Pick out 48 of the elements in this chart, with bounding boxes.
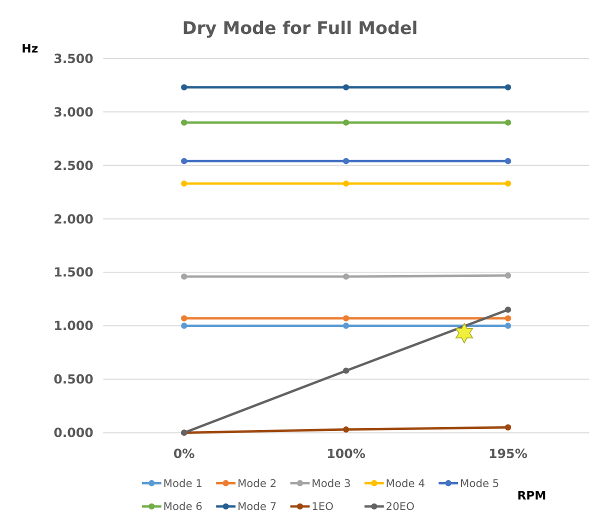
point — [504, 158, 512, 164]
point — [504, 306, 512, 313]
legend-label: 20EO — [386, 500, 415, 514]
y-tick-label: 3.000 — [54, 104, 94, 120]
legend-label: Mode 2 — [237, 476, 277, 490]
legend-label: Mode 5 — [460, 476, 500, 490]
x-axis-title: RPM — [517, 488, 546, 503]
y-tick-label: 0.500 — [54, 372, 94, 387]
y-axis-title: Hz — [22, 42, 38, 56]
point — [342, 180, 350, 187]
point — [181, 84, 188, 90]
point — [181, 158, 188, 164]
point — [504, 180, 512, 187]
point — [504, 322, 512, 329]
point — [504, 272, 512, 279]
legend-label: Mode 1 — [163, 476, 202, 490]
point — [181, 273, 188, 280]
y-tick-label: 2.000 — [54, 211, 94, 226]
point — [342, 322, 350, 329]
point — [504, 424, 512, 430]
legend-label: Mode 7 — [237, 500, 277, 514]
legend-label: Mode 3 — [312, 476, 351, 490]
point — [181, 180, 188, 187]
y-tick-label: 0.000 — [54, 425, 94, 440]
x-tick-label: 100% — [326, 446, 366, 461]
point — [342, 315, 350, 322]
point — [342, 368, 350, 374]
point — [181, 322, 188, 329]
point — [181, 315, 188, 322]
point — [504, 119, 512, 126]
point — [504, 84, 512, 90]
chart-title: Dry Mode for Full Model — [182, 19, 418, 40]
point — [181, 119, 188, 126]
point — [342, 119, 350, 126]
point — [342, 158, 350, 164]
x-tick-label: 195% — [488, 446, 528, 461]
y-tick-label: 3.500 — [54, 50, 94, 66]
y-tick-label: 1.000 — [54, 318, 94, 334]
x-tick-label: 0% — [173, 446, 196, 461]
y-tick-label: 2.500 — [54, 158, 94, 173]
point — [504, 315, 512, 322]
point — [342, 273, 350, 280]
legend-label: Mode 4 — [386, 476, 426, 490]
legend-label: 1EO — [312, 500, 334, 514]
point — [342, 84, 350, 90]
y-tick-label: 1.500 — [54, 264, 94, 280]
point — [342, 426, 350, 433]
legend-label: Mode 6 — [163, 500, 203, 514]
